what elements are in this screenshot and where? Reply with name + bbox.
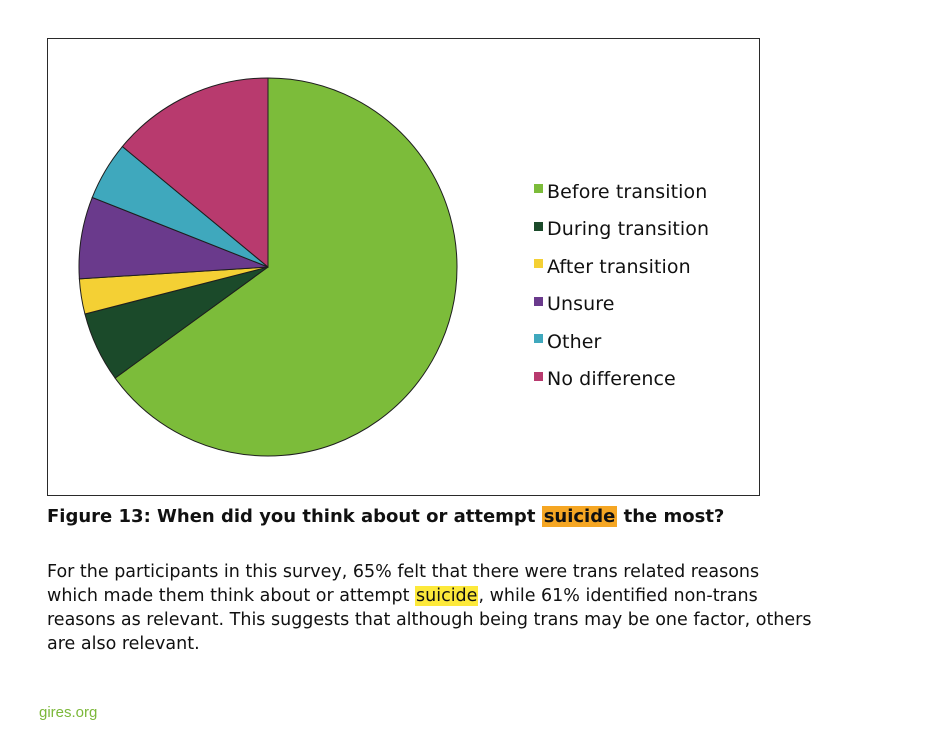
body-line-1: For the participants in this survey, 65%… [47, 562, 760, 582]
figure-caption: Figure 13: When did you think about or a… [47, 506, 724, 527]
body-line-2-start: which made them think about or attempt [47, 586, 415, 606]
legend-item: During transition [534, 211, 709, 249]
legend-label: After transition [547, 255, 691, 278]
legend-item: Other [534, 323, 709, 361]
legend-swatch [534, 296, 543, 306]
body-highlight: suicide [415, 586, 479, 606]
legend-label: Before transition [547, 180, 708, 203]
pie-slice-before-transition [114, 77, 458, 457]
legend-swatch [534, 334, 543, 344]
legend-swatch [534, 184, 543, 194]
legend-item: After transition [534, 248, 709, 286]
chart-legend: Before transition During transition After … [534, 173, 709, 398]
caption-highlight: suicide [541, 506, 618, 527]
body-line-2-end: , while 61% identified non-trans [478, 586, 758, 606]
legend-label: Other [547, 330, 602, 353]
legend-item: Unsure [534, 286, 709, 324]
legend-item: No difference [534, 361, 709, 399]
legend-swatch [534, 371, 543, 381]
caption-text-end: the most? [617, 506, 725, 527]
source-credit[interactable]: gires.org [39, 704, 98, 721]
legend-swatch [534, 259, 543, 269]
legend-label: No difference [547, 368, 676, 391]
pie-chart [78, 77, 458, 457]
body-line-3: reasons as relevant. This suggests that … [47, 610, 812, 630]
caption-text: Figure 13: When did you think about or a… [47, 506, 542, 527]
legend-label: During transition [547, 218, 710, 241]
pie-slice-no-difference [121, 77, 269, 269]
legend-item: Before transition [534, 173, 709, 211]
legend-swatch [534, 221, 543, 231]
legend-label: Unsure [547, 293, 615, 316]
body-paragraph: For the participants in this survey, 65%… [47, 560, 927, 656]
body-line-4: are also relevant. [47, 634, 200, 654]
chart-frame: Before transition During transition After … [47, 38, 760, 496]
